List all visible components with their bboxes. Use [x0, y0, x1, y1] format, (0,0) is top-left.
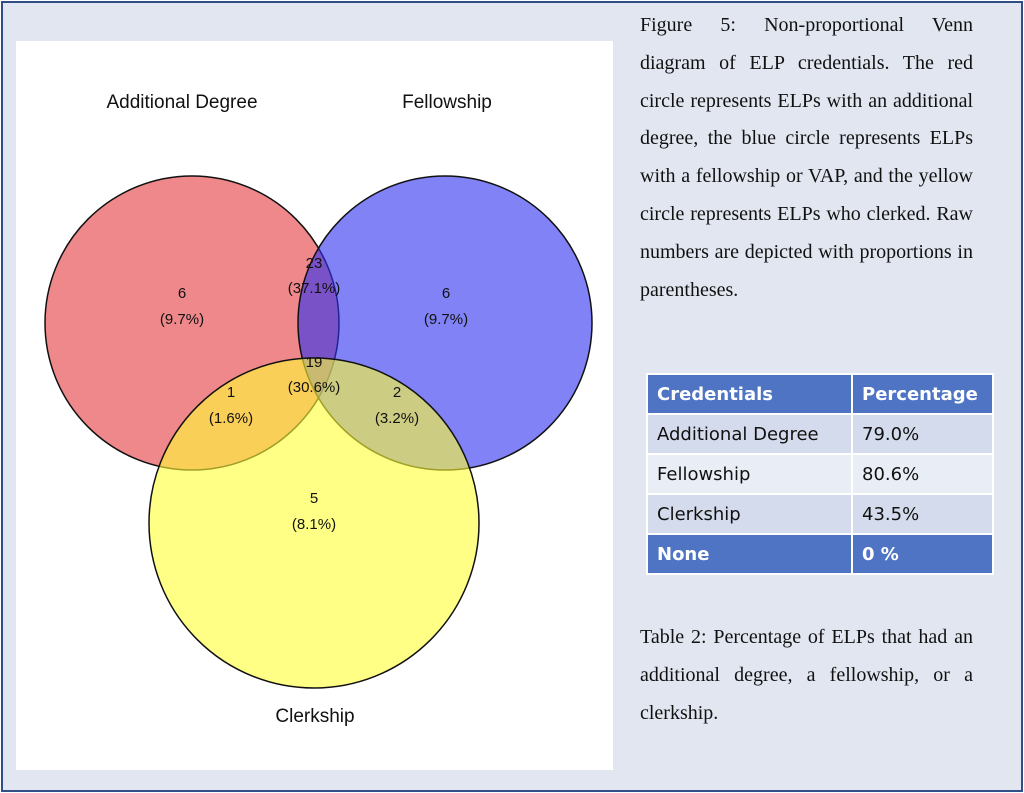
region-all-three-pct: (30.6%)	[288, 379, 341, 396]
table-cell-credential: None	[646, 533, 853, 575]
clerkship-circle	[148, 357, 480, 689]
table-cell-credential: Clerkship	[646, 493, 853, 535]
set-label-additional-degree: Additional Degree	[106, 92, 257, 113]
region-fellowship-only-count: 6	[442, 285, 450, 302]
region-clerkship-only-pct: (8.1%)	[292, 516, 336, 533]
table-header-percentage: Percentage	[851, 373, 994, 415]
table-cell-percentage: 0 %	[851, 533, 994, 575]
region-all-three-count: 19	[306, 354, 323, 371]
table-cell-percentage: 43.5%	[851, 493, 994, 535]
table-header-row: Credentials Percentage	[646, 373, 994, 415]
table-row-none: None 0 %	[646, 533, 994, 575]
region-degree-clerkship-pct: (1.6%)	[209, 410, 253, 427]
set-label-fellowship: Fellowship	[402, 92, 492, 113]
region-degree-only-pct: (9.7%)	[160, 311, 204, 328]
region-fellowship-only-pct: (9.7%)	[424, 311, 468, 328]
table-caption: Table 2: Percentage of ELPs that had an …	[640, 626, 973, 724]
table-cell-percentage: 80.6%	[851, 453, 994, 495]
region-degree-clerkship-count: 1	[227, 384, 235, 401]
venn-diagram: Additional Degree Fellowship Clerkship 6…	[44, 92, 593, 727]
region-fellowship-clerkship-count: 2	[393, 384, 401, 401]
table-cell-credential: Fellowship	[646, 453, 853, 495]
table-cell-percentage: 79.0%	[851, 413, 994, 455]
set-label-clerkship: Clerkship	[275, 706, 354, 727]
table-row: Additional Degree 79.0%	[646, 413, 994, 455]
credentials-table: Credentials Percentage Additional Degree…	[646, 373, 994, 575]
region-clerkship-only-count: 5	[310, 490, 318, 507]
region-fellowship-clerkship-pct: (3.2%)	[375, 410, 419, 427]
region-degree-fellowship-pct: (37.1%)	[288, 280, 341, 297]
table-header-credentials: Credentials	[646, 373, 853, 415]
venn-diagram-panel: Additional Degree Fellowship Clerkship 6…	[16, 41, 613, 770]
figure-caption: Figure 5: Non-proportional Venn diagram …	[640, 14, 973, 301]
region-degree-only-count: 6	[178, 285, 186, 302]
table-cell-credential: Additional Degree	[646, 413, 853, 455]
region-degree-fellowship-count: 23	[306, 255, 323, 272]
table-row: Clerkship 43.5%	[646, 493, 994, 535]
table-row: Fellowship 80.6%	[646, 453, 994, 495]
